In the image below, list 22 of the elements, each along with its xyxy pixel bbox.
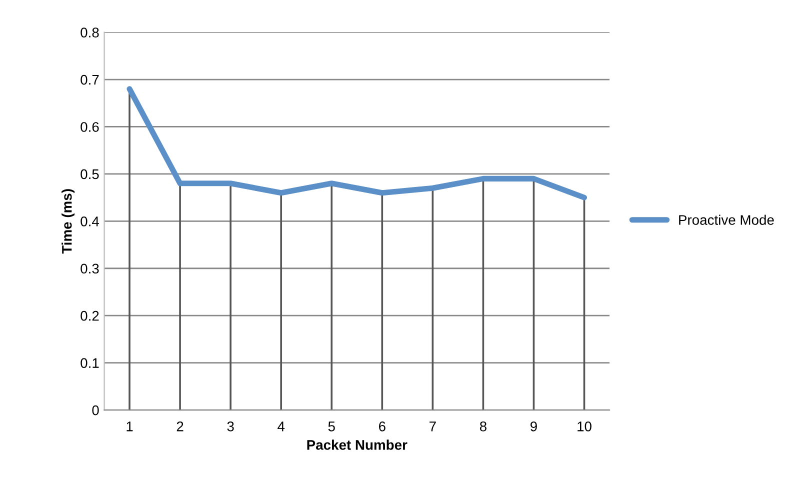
x-tick-label: 7 [430, 422, 436, 432]
x-tick-label: 10 [578, 422, 592, 432]
y-tick-label: 0.7 [80, 74, 99, 85]
x-tick-label: 8 [480, 422, 486, 432]
y-tick-label: 0.5 [80, 169, 99, 180]
x-tick-label: 3 [227, 422, 234, 432]
x-tick-label: 5 [328, 422, 335, 432]
x-tick-label: 2 [176, 422, 184, 432]
y-axis-title: Time (ms) [62, 189, 75, 254]
x-tick-label: 4 [278, 422, 285, 432]
legend-label: Proactive Mode [679, 214, 774, 225]
y-tick-label: 0.4 [80, 216, 99, 226]
y-tick-label: 0.6 [80, 122, 99, 132]
y-tick-label: 0 [92, 405, 99, 416]
y-tick-label: 0.8 [80, 28, 99, 38]
x-tick-label: 1 [126, 422, 133, 432]
x-axis-title: Packet Number [307, 440, 408, 450]
x-tick-label: 6 [378, 422, 386, 432]
y-tick-label: 0.1 [80, 358, 99, 368]
y-tick-label: 0.3 [80, 264, 99, 274]
y-tick-label: 0.2 [80, 310, 99, 321]
x-tick-label: 9 [530, 422, 537, 432]
